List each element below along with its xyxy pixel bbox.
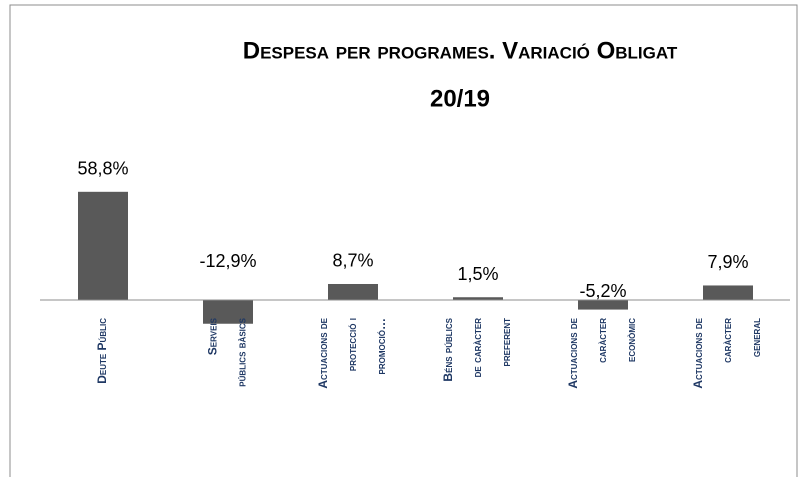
x-tick-label: caràcter [595,318,609,363]
bar [328,283,378,300]
chart-title: 20/19 [430,85,490,112]
chart-title: Despesa per programes. Variació Obligat [243,37,678,64]
x-tick-label: Serveis [206,317,220,355]
value-label: 7,9% [707,252,748,272]
x-tick-label: Deute Públic [95,318,109,384]
x-tick-label: promoció… [374,318,388,374]
bar [578,300,628,310]
x-tick-label: de caràcter [470,318,484,378]
x-tick-label: Actuacions de [566,317,580,388]
bar [203,300,253,324]
chart-border [9,4,798,477]
x-tick-label: general [749,318,763,357]
value-label: 1,5% [457,264,498,284]
x-tick-label: econòmic [624,318,638,362]
x-tick-label: Actuacions de [691,317,705,388]
value-label: 8,7% [332,251,373,271]
value-label: 58,8% [77,159,128,179]
bar [78,191,128,300]
x-tick-label: públics bàsics [235,317,249,386]
x-tick-label: Actuacions de [316,317,330,388]
x-tick-label: protecció i [345,318,359,371]
x-tick-label: Béns públics [441,317,455,381]
x-tick-label: preferent [499,318,513,367]
bar [703,285,753,300]
value-label: -5,2% [579,281,626,301]
bar [453,297,503,300]
x-tick-label: caràcter [720,318,734,363]
value-label: -12,9% [199,251,256,271]
